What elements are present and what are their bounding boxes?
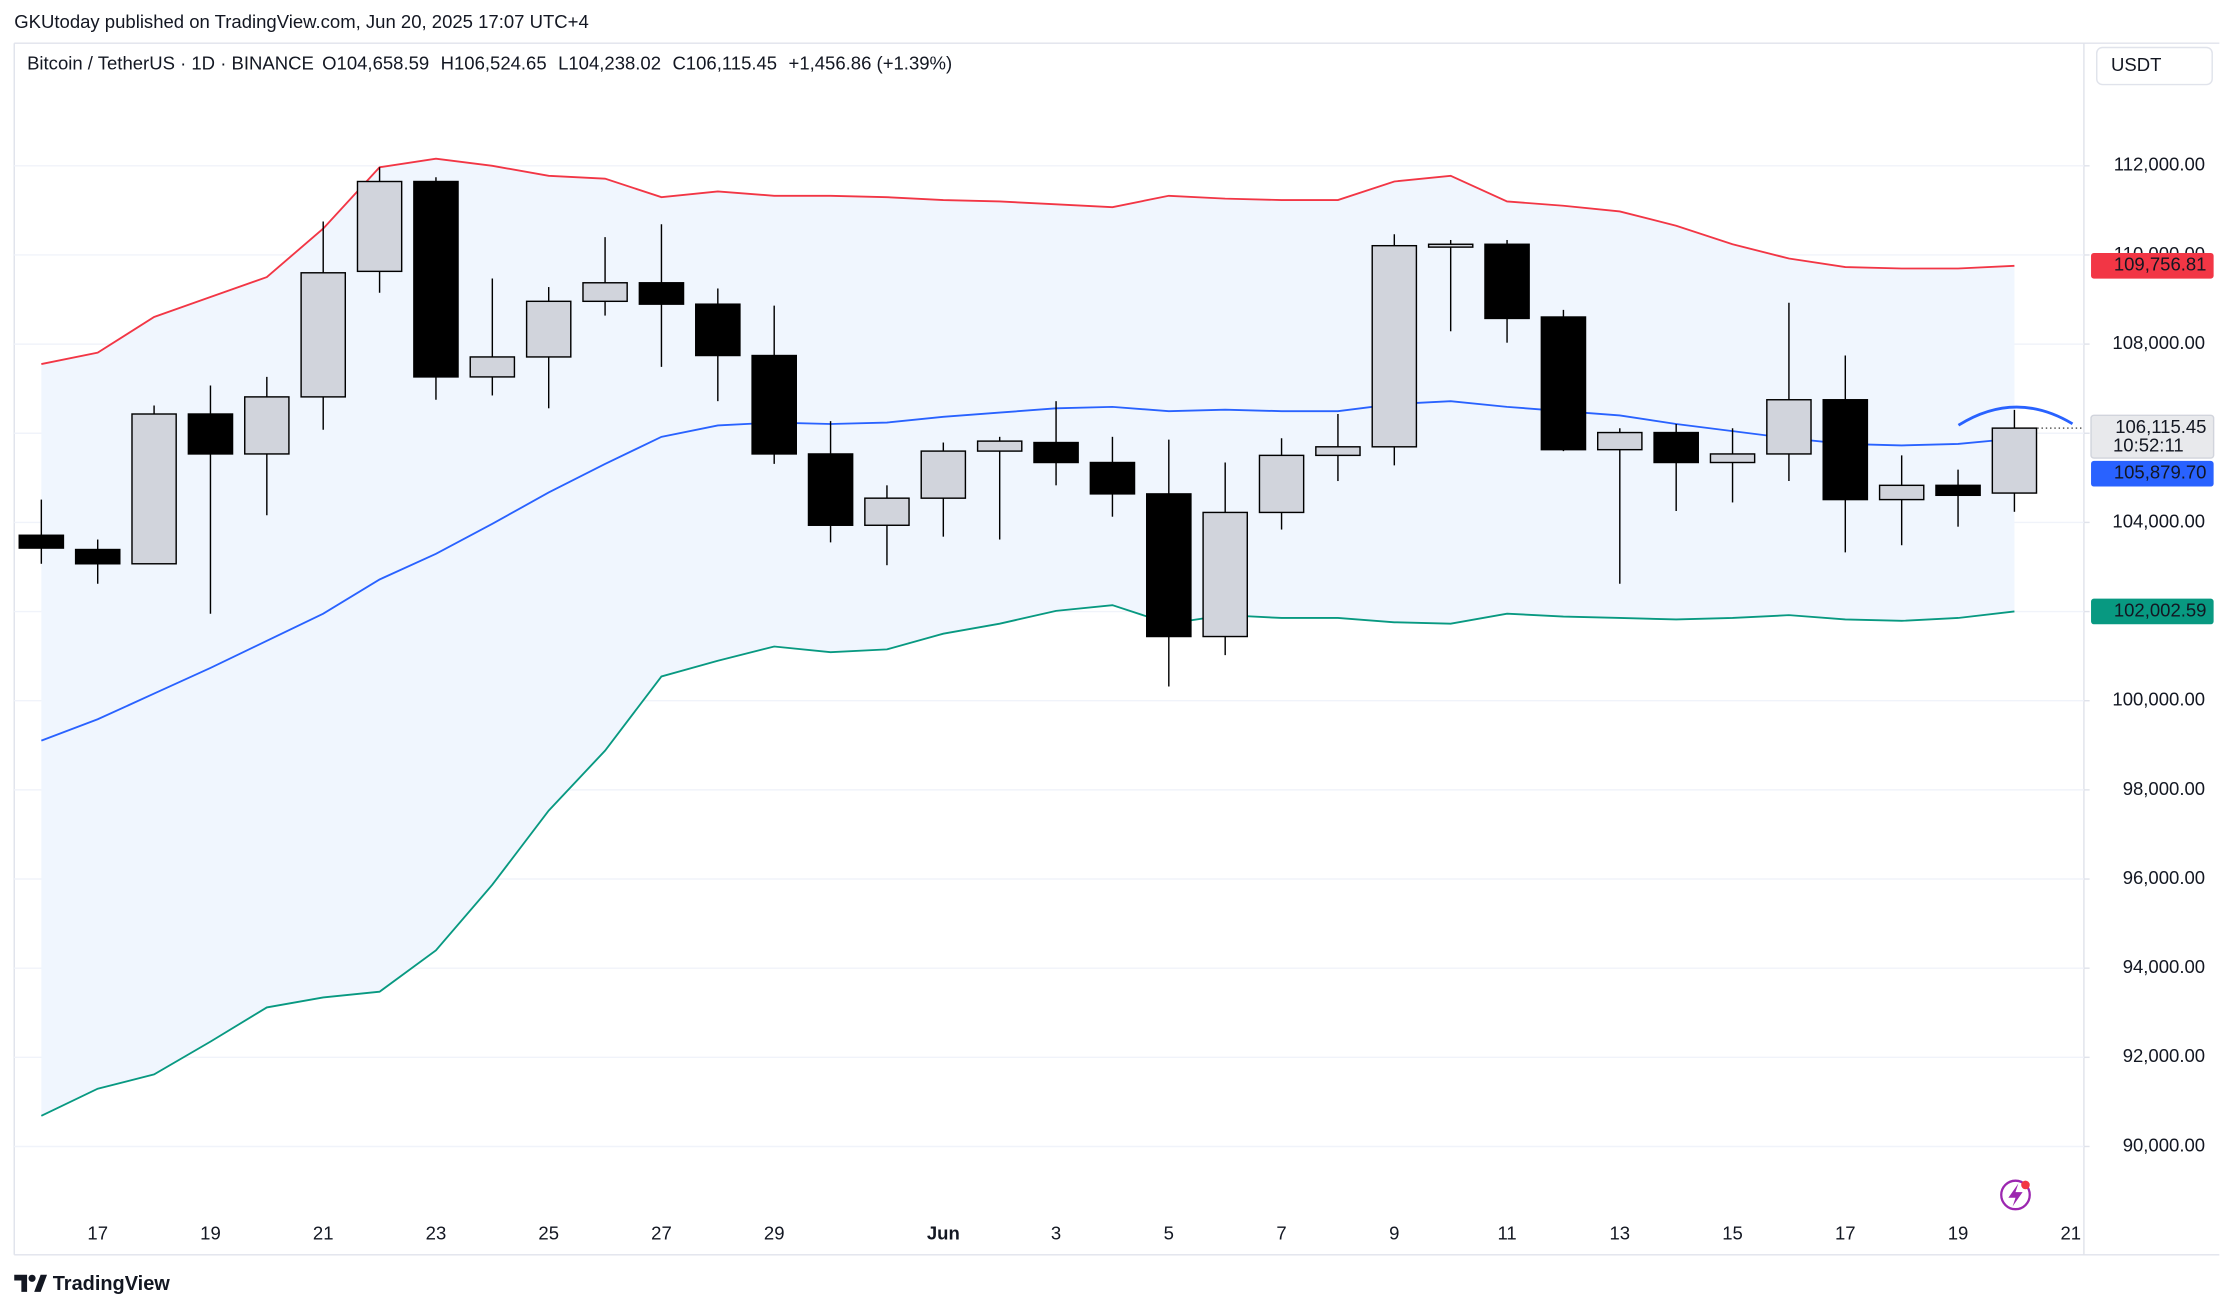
candle-body: [1709, 453, 1756, 464]
candle-body: [807, 453, 854, 526]
lightning-icon[interactable]: [2000, 1179, 2031, 1211]
y-tick-label: 94,000.00: [2123, 956, 2205, 977]
legend-close: C106,115.45: [672, 52, 777, 73]
candle-body: [74, 548, 121, 565]
candle-body: [1315, 446, 1361, 457]
candle-body: [1766, 399, 1812, 455]
candle-body: [18, 534, 65, 549]
x-tick-label: 19: [200, 1223, 221, 1244]
x-tick-label: 21: [313, 1223, 334, 1244]
candle-body: [1484, 243, 1530, 320]
x-tick-label: 17: [1835, 1223, 1856, 1244]
x-tick-label: 17: [87, 1223, 108, 1244]
band-line: [40, 604, 2015, 1117]
candle-body: [582, 282, 628, 303]
candle-body: [1540, 316, 1587, 451]
x-tick-label: 27: [651, 1223, 672, 1244]
x-tick-label: 11: [1497, 1223, 1516, 1244]
close-tag: [2090, 414, 2215, 459]
countdown: 10:52:11: [2113, 435, 2184, 456]
candle-body: [638, 282, 685, 305]
y-tick-label: 112,000.00: [2114, 154, 2205, 175]
legend-low: L104,238.02: [558, 52, 661, 73]
x-tick-label: 13: [1610, 1223, 1631, 1244]
band-fill: [41, 158, 2015, 1116]
band-tag-label: 105,879.70: [2114, 462, 2207, 483]
close-tag-label: 106,115.45: [2115, 416, 2206, 437]
candle-body: [920, 450, 967, 499]
candle-body: [976, 440, 1023, 452]
y-tick-label: 92,000.00: [2123, 1045, 2205, 1066]
candle-body: [300, 272, 347, 398]
y-tick-label: 108,000.00: [2112, 332, 2205, 353]
legend-high: H106,524.65: [441, 52, 547, 73]
candle-body: [1822, 399, 1869, 501]
attribution: GKUtoday published on TradingView.com, J…: [14, 11, 589, 32]
y-tick-label: 104,000.00: [2112, 510, 2205, 531]
currency[interactable]: USDT: [2111, 54, 2161, 75]
candle-body: [1935, 484, 1981, 497]
candle-body: [244, 396, 290, 455]
x-tick-label: 21: [2060, 1223, 2081, 1244]
symbol: Bitcoin / TetherUS · 1D · BINANCE: [27, 52, 314, 73]
x-tick-label: 29: [764, 1223, 785, 1244]
band-line: [41, 400, 2015, 742]
candle-body: [1202, 511, 1248, 638]
candle-body: [751, 354, 798, 455]
y-tick-label: 90,000.00: [2123, 1134, 2205, 1155]
legend-change: +1,456.86 (+1.39%): [789, 52, 953, 73]
x-tick-label: 25: [538, 1223, 559, 1244]
x-tick-label: 9: [1389, 1223, 1399, 1244]
candle-body: [525, 300, 572, 358]
band-tag-label: 109,756.81: [2114, 254, 2207, 275]
legend-open: O104,658.59: [322, 52, 429, 73]
candle-body: [1427, 243, 1474, 248]
band-tag: [2091, 252, 2214, 279]
candle-body: [131, 413, 177, 565]
candle-body: [1258, 454, 1305, 514]
candle-body: [1089, 461, 1136, 495]
candle-body: [864, 497, 910, 526]
candle-body: [413, 180, 459, 378]
candle-body: [356, 180, 403, 273]
x-tick-label: Jun: [927, 1223, 960, 1244]
x-tick-label: 23: [426, 1223, 447, 1244]
band-tag: [2091, 460, 2214, 487]
y-tick-label: 98,000.00: [2123, 778, 2205, 799]
brand-logo: [14, 1274, 48, 1292]
y-tick-label: 100,000.00: [2112, 689, 2205, 710]
candle-body: [1146, 493, 1192, 638]
band-tag: [2091, 598, 2214, 625]
marks: [18, 157, 2084, 1117]
currency-button[interactable]: [2096, 46, 2213, 86]
x-tick-label: 19: [1948, 1223, 1969, 1244]
brand: TradingView: [53, 1273, 171, 1295]
projection-arc: [1957, 405, 2074, 427]
x-tick-label: 5: [1164, 1223, 1174, 1244]
candle-body: [1033, 441, 1079, 464]
candle-body: [187, 413, 234, 455]
candle-body: [1596, 431, 1643, 451]
candle-body: [1653, 431, 1699, 464]
candle-body: [1371, 244, 1418, 448]
y-tick-label: 96,000.00: [2123, 867, 2205, 888]
x-tick-label: 15: [1722, 1223, 1743, 1244]
candle-body: [1878, 484, 1925, 501]
x-tick-label: 3: [1051, 1223, 1061, 1244]
x-tick-label: 7: [1276, 1223, 1286, 1244]
candle-body: [1991, 427, 2038, 494]
candle-body: [695, 303, 741, 357]
candle-body: [469, 356, 516, 378]
band-line: [41, 157, 2015, 365]
band-tag-label: 102,002.59: [2114, 599, 2207, 620]
